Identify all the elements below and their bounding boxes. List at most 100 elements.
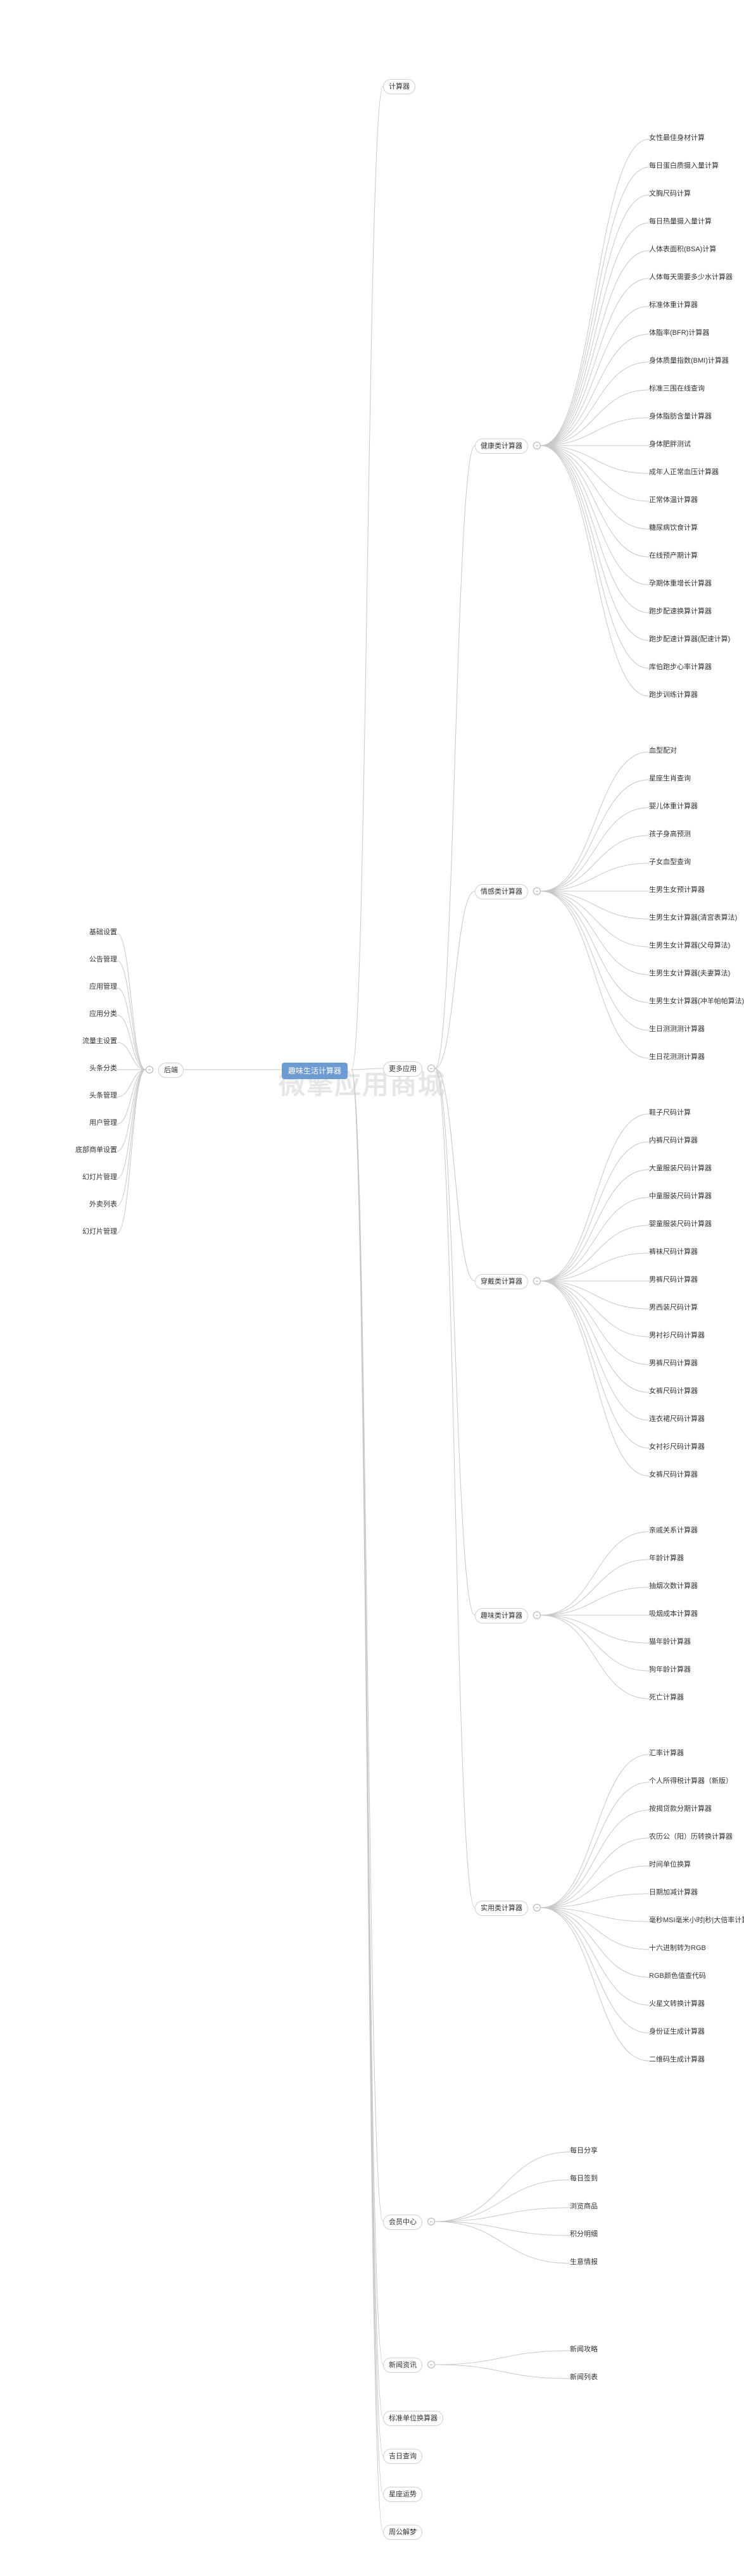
left-leaf-3[interactable]: 应用分类	[89, 1008, 117, 1020]
r1-unit[interactable]: 标准单位换算器	[383, 2411, 443, 2426]
leaf-health-7[interactable]: 体脂率(BFR)计算器	[649, 327, 709, 339]
leaf-practical-11[interactable]: 二维码生成计算器	[649, 2054, 705, 2065]
leaf-clothing-5[interactable]: 裤袜尺码计算器	[649, 1246, 698, 1258]
r1-calc[interactable]: 计算器	[383, 79, 415, 94]
leaf-health-8[interactable]: 身体质量指数(BMI)计算器	[649, 355, 729, 366]
leaf-health-6[interactable]: 标准体重计算器	[649, 299, 698, 311]
leaf-emotion-5[interactable]: 生男生女预计算器	[649, 884, 705, 896]
leaf-health-16[interactable]: 孕期体重增长计算器	[649, 578, 712, 589]
leaf-health-14[interactable]: 糖尿病饮食计算	[649, 522, 698, 534]
left-leaf-7[interactable]: 用户管理	[89, 1117, 117, 1129]
leaf-member-0[interactable]: 每日分享	[570, 2145, 598, 2156]
leaf-emotion-4[interactable]: 子女血型查询	[649, 856, 691, 868]
leaf-member-4[interactable]: 生意情报	[570, 2256, 598, 2268]
leaf-health-1[interactable]: 每日蛋白质摄入量计算	[649, 160, 719, 172]
toggle-emotion[interactable]: −	[533, 887, 541, 895]
leaf-fun-5[interactable]: 狗年龄计算器	[649, 1664, 691, 1675]
leaf-clothing-11[interactable]: 连衣裙尺码计算器	[649, 1413, 705, 1425]
leaf-emotion-10[interactable]: 生日测测测计算器	[649, 1023, 705, 1035]
left-leaf-10[interactable]: 外卖列表	[89, 1199, 117, 1210]
leaf-health-20[interactable]: 跑步训练计算器	[649, 689, 698, 701]
leaf-practical-2[interactable]: 按揭贷款分期计算器	[649, 1803, 712, 1815]
leaf-health-12[interactable]: 成年人正常血压计算器	[649, 466, 719, 478]
r2-practical[interactable]: 实用类计算器	[475, 1901, 528, 1916]
leaf-fun-1[interactable]: 年龄计算器	[649, 1553, 684, 1564]
leaf-clothing-3[interactable]: 中童服装尺码计算器	[649, 1191, 712, 1202]
leaf-health-5[interactable]: 人体每天需要多少水计算器	[649, 272, 733, 283]
toggle-left-parent[interactable]: −	[146, 1066, 153, 1073]
leaf-health-3[interactable]: 每日热量摄入量计算	[649, 216, 712, 227]
r2-health[interactable]: 健康类计算器	[475, 439, 528, 454]
leaf-health-4[interactable]: 人体表面积(BSA)计算	[649, 244, 716, 255]
leaf-fun-2[interactable]: 抽烟次数计算器	[649, 1580, 698, 1592]
leaf-practical-4[interactable]: 时间单位换算	[649, 1859, 691, 1870]
leaf-clothing-13[interactable]: 女裤尺码计算器	[649, 1469, 698, 1480]
leaf-fun-4[interactable]: 猫年龄计算器	[649, 1636, 691, 1648]
leaf-clothing-0[interactable]: 鞋子尺码计算	[649, 1107, 691, 1118]
leaf-member-3[interactable]: 积分明细	[570, 2229, 598, 2240]
leaf-health-15[interactable]: 在线预产期计算	[649, 550, 698, 561]
r1-zodiac[interactable]: 星座运势	[383, 2487, 422, 2502]
toggle-member[interactable]: −	[427, 2218, 435, 2225]
leaf-health-2[interactable]: 文胸尺码计算	[649, 188, 691, 199]
r1-daily[interactable]: 吉日查询	[383, 2449, 422, 2464]
leaf-practical-9[interactable]: 火星文转换计算器	[649, 1998, 705, 2010]
leaf-health-18[interactable]: 跑步配速计算器(配速计算)	[649, 634, 730, 645]
leaf-emotion-11[interactable]: 生日花测测计算器	[649, 1051, 705, 1063]
leaf-emotion-9[interactable]: 生男生女计算器(冲羊帕帕算法)	[649, 996, 744, 1007]
left-parent-node[interactable]: 后端	[158, 1063, 184, 1078]
left-leaf-2[interactable]: 应用管理	[89, 981, 117, 992]
leaf-emotion-3[interactable]: 孩子身高预测	[649, 828, 691, 840]
r1-member[interactable]: 会员中心	[383, 2215, 422, 2230]
toggle-fun[interactable]: −	[533, 1611, 541, 1619]
leaf-fun-3[interactable]: 吸烟成本计算器	[649, 1608, 698, 1620]
r1-news[interactable]: 新闻资讯	[383, 2358, 422, 2373]
left-leaf-9[interactable]: 幻灯片管理	[82, 1172, 117, 1183]
leaf-emotion-1[interactable]: 星座生肖查询	[649, 773, 691, 784]
leaf-practical-8[interactable]: RGB颜色值查代码	[649, 1970, 706, 1982]
left-leaf-5[interactable]: 头条分类	[89, 1063, 117, 1074]
left-leaf-8[interactable]: 底部商单设置	[75, 1144, 117, 1156]
toggle-more[interactable]: −	[427, 1065, 435, 1072]
r2-fun[interactable]: 趣味类计算器	[475, 1608, 528, 1623]
leaf-health-0[interactable]: 女性最佳身材计算	[649, 132, 705, 144]
leaf-clothing-1[interactable]: 内裤尺码计算器	[649, 1135, 698, 1146]
r2-clothing[interactable]: 穿戴类计算器	[475, 1274, 528, 1289]
toggle-clothing[interactable]: −	[533, 1277, 541, 1285]
leaf-emotion-8[interactable]: 生男生女计算器(夫妻算法)	[649, 968, 730, 979]
leaf-practical-3[interactable]: 农历公（阳）历转换计算器	[649, 1831, 733, 1842]
leaf-emotion-0[interactable]: 血型配对	[649, 745, 677, 756]
r1-dream[interactable]: 周公解梦	[383, 2525, 422, 2540]
left-leaf-6[interactable]: 头条管理	[89, 1090, 117, 1101]
leaf-practical-1[interactable]: 个人所得税计算器（新版）	[649, 1775, 733, 1787]
left-leaf-1[interactable]: 公告管理	[89, 954, 117, 965]
leaf-emotion-2[interactable]: 婴儿体重计算器	[649, 801, 698, 812]
leaf-health-10[interactable]: 身体脂肪含量计算器	[649, 411, 712, 422]
leaf-fun-0[interactable]: 亲戚关系计算器	[649, 1525, 698, 1536]
leaf-clothing-4[interactable]: 婴童服装尺码计算器	[649, 1218, 712, 1230]
r2-emotion[interactable]: 情感类计算器	[475, 884, 528, 899]
leaf-clothing-7[interactable]: 男西装尺码计算	[649, 1302, 698, 1313]
leaf-news-0[interactable]: 新闻攻略	[570, 2344, 598, 2355]
leaf-health-9[interactable]: 标准三围在线查询	[649, 383, 705, 394]
leaf-practical-7[interactable]: 十六进制转为RGB	[649, 1942, 706, 1954]
left-leaf-0[interactable]: 基础设置	[89, 927, 117, 938]
left-leaf-4[interactable]: 流量主设置	[82, 1035, 117, 1047]
leaf-clothing-6[interactable]: 男裤尺码计算器	[649, 1274, 698, 1285]
leaf-health-17[interactable]: 跑步配速换算计算器	[649, 606, 712, 617]
leaf-practical-6[interactable]: 毫秒MSI毫米小时|秒|大倍率计算器	[649, 1915, 744, 1926]
leaf-health-19[interactable]: 库伯跑步心率计算器	[649, 661, 712, 673]
toggle-practical[interactable]: −	[533, 1904, 541, 1911]
r1-more[interactable]: 更多应用	[383, 1061, 422, 1077]
leaf-clothing-8[interactable]: 男衬衫尺码计算器	[649, 1330, 705, 1341]
leaf-fun-6[interactable]: 死亡计算器	[649, 1692, 684, 1703]
leaf-emotion-7[interactable]: 生男生女计算器(父母算法)	[649, 940, 730, 951]
left-leaf-11[interactable]: 幻灯片管理	[82, 1226, 117, 1237]
leaf-clothing-2[interactable]: 大童服装尺码计算器	[649, 1163, 712, 1174]
toggle-news[interactable]: −	[427, 2361, 435, 2368]
leaf-practical-0[interactable]: 汇率计算器	[649, 1748, 684, 1759]
leaf-health-13[interactable]: 正常体温计算器	[649, 494, 698, 506]
leaf-clothing-9[interactable]: 男裤尺码计算器	[649, 1358, 698, 1369]
toggle-health[interactable]: −	[533, 442, 541, 449]
leaf-practical-10[interactable]: 身份证生成计算器	[649, 2026, 705, 2037]
